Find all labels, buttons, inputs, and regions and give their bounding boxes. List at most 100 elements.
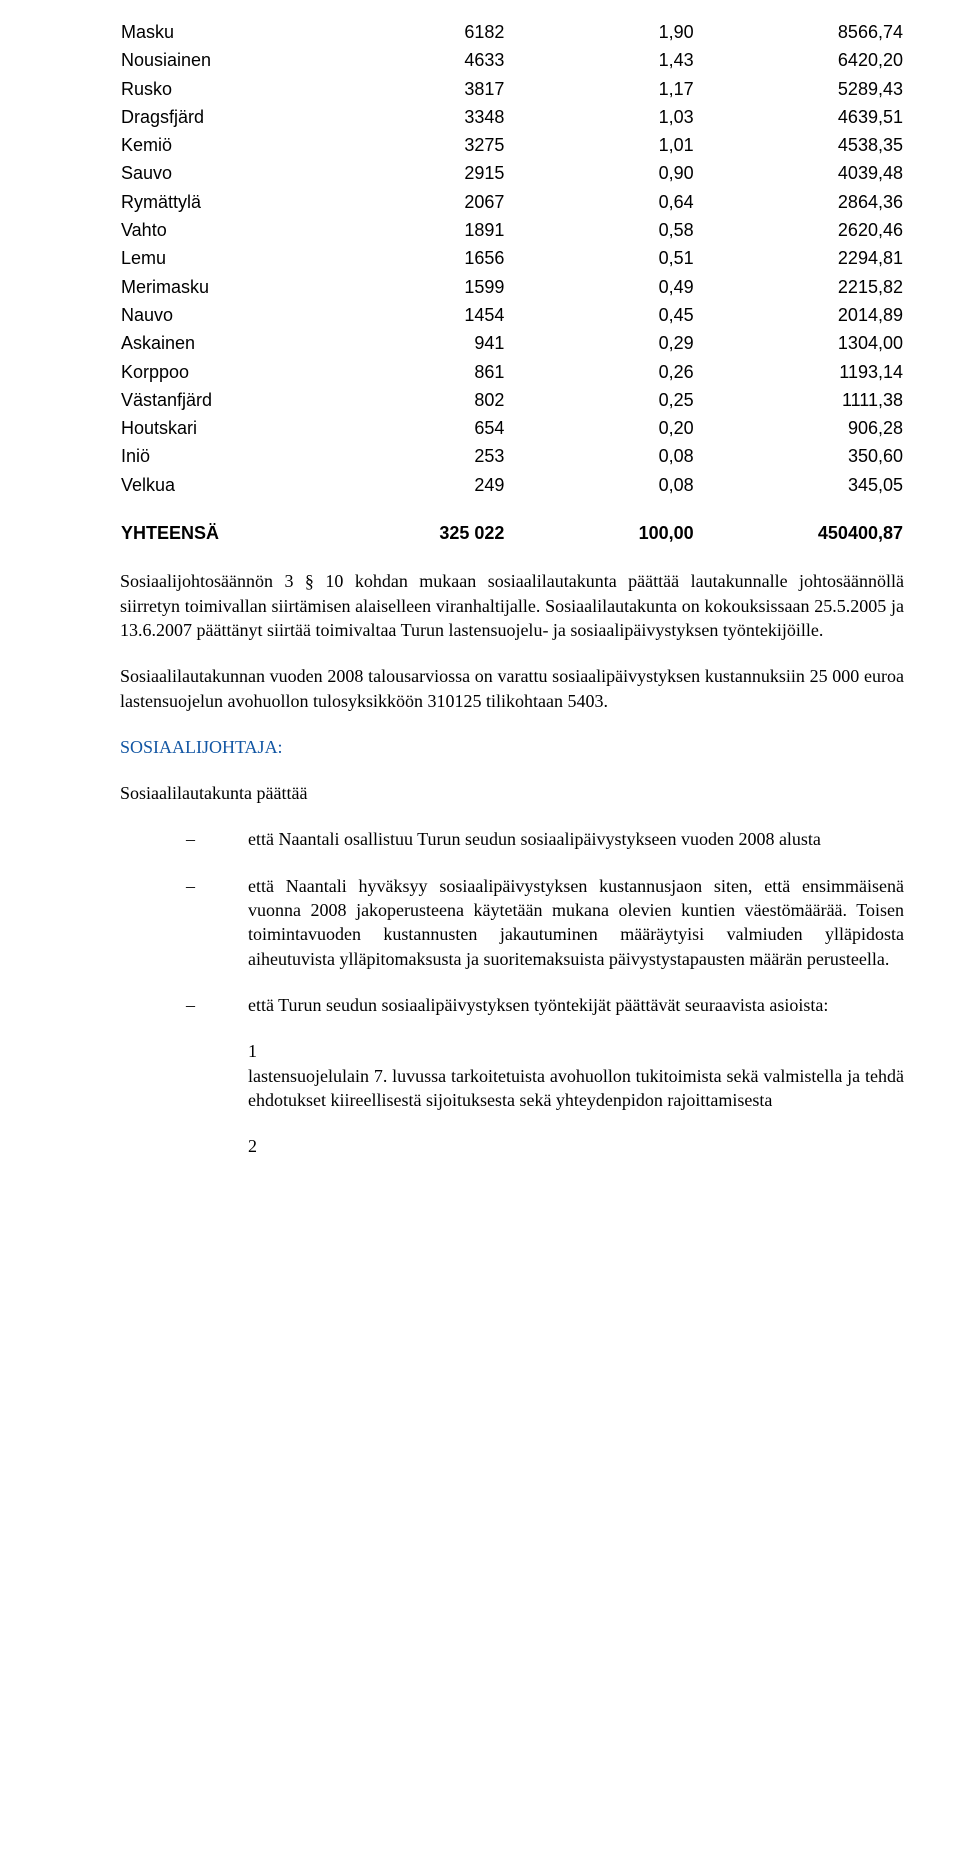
cell-name: Iniö [120,442,355,470]
cell-pct: 1,03 [514,103,703,131]
cell-pct: 0,90 [514,159,703,187]
cell-name: Velkua [120,471,355,499]
list-item: että Naantali osallistuu Turun seudun so… [248,827,904,851]
table-body: Masku61821,908566,74Nousiainen46331,4364… [120,18,904,547]
cell-pct: 1,17 [514,75,703,103]
numbered-block: 1lastensuojelulain 7. luvussa tarkoitetu… [248,1039,904,1158]
cell-name: Korppoo [120,358,355,386]
cell-amt: 1111,38 [704,386,904,414]
table-row: Houtskari6540,20906,28 [120,414,904,442]
cell-amt: 1193,14 [704,358,904,386]
table-row: Rusko38171,175289,43 [120,75,904,103]
paragraph-2: Sosiaalilautakunnan vuoden 2008 talousar… [120,664,904,713]
cell-pct: 0,45 [514,301,703,329]
cell-name: Vahto [120,216,355,244]
cell-name: Rymättylä [120,188,355,216]
page: Masku61821,908566,74Nousiainen46331,4364… [0,0,960,1198]
cell-pct: 0,29 [514,329,703,357]
table-row: Kemiö32751,014538,35 [120,131,904,159]
cell-name: Merimasku [120,273,355,301]
lead-sentence: Sosiaalilautakunta päättää [120,781,904,805]
cell-pct: 0,51 [514,244,703,272]
cell-amt: 350,60 [704,442,904,470]
cell-pct: 0,58 [514,216,703,244]
cell-name: Houtskari [120,414,355,442]
cell-pct: 1,01 [514,131,703,159]
cell-pop: 941 [355,329,514,357]
cell-pop: 1891 [355,216,514,244]
cell-name: YHTEENSÄ [120,499,355,547]
table-row: Velkua2490,08345,05 [120,471,904,499]
table-row: Lemu16560,512294,81 [120,244,904,272]
cell-pop: 802 [355,386,514,414]
table-row: Masku61821,908566,74 [120,18,904,46]
cell-amt: 6420,20 [704,46,904,74]
cell-name: Nousiainen [120,46,355,74]
cell-name: Kemiö [120,131,355,159]
numbered-item-number: 1 [248,1039,904,1063]
cell-amt: 5289,43 [704,75,904,103]
cell-amt: 4538,35 [704,131,904,159]
cell-amt: 4639,51 [704,103,904,131]
table-row: Merimasku15990,492215,82 [120,273,904,301]
cell-pop: 3348 [355,103,514,131]
cell-pct: 0,08 [514,442,703,470]
cell-pop: 253 [355,442,514,470]
cell-pop: 1454 [355,301,514,329]
table-total-row: YHTEENSÄ325 022100,00450400,87 [120,499,904,547]
role-heading: SOSIAALIJOHTAJA: [120,735,904,759]
cell-pop: 1656 [355,244,514,272]
cell-name: Lemu [120,244,355,272]
cell-amt: 1304,00 [704,329,904,357]
cell-pct: 0,64 [514,188,703,216]
cell-amt: 8566,74 [704,18,904,46]
cell-pct: 0,08 [514,471,703,499]
cell-pop: 861 [355,358,514,386]
cell-amt: 2215,82 [704,273,904,301]
table-row: Vahto18910,582620,46 [120,216,904,244]
table-row: Askainen9410,291304,00 [120,329,904,357]
cell-pop: 2067 [355,188,514,216]
cell-pct: 0,26 [514,358,703,386]
table-row: Rymättylä20670,642864,36 [120,188,904,216]
cell-pct: 0,20 [514,414,703,442]
numbered-item-number: 2 [248,1134,904,1158]
paragraph-1: Sosiaalijohtosäännön 3 § 10 kohdan mukaa… [120,569,904,642]
cell-amt: 2014,89 [704,301,904,329]
cell-pct: 0,25 [514,386,703,414]
cell-pop: 325 022 [355,499,514,547]
cell-pop: 6182 [355,18,514,46]
table-row: Västanfjärd8020,251111,38 [120,386,904,414]
cell-amt: 2620,46 [704,216,904,244]
cell-name: Sauvo [120,159,355,187]
cell-pop: 1599 [355,273,514,301]
cell-pct: 100,00 [514,499,703,547]
cell-pct: 1,43 [514,46,703,74]
table-row: Iniö2530,08350,60 [120,442,904,470]
cell-name: Askainen [120,329,355,357]
table-row: Nousiainen46331,436420,20 [120,46,904,74]
cell-name: Västanfjärd [120,386,355,414]
cell-amt: 345,05 [704,471,904,499]
table-row: Dragsfjärd33481,034639,51 [120,103,904,131]
cell-amt: 906,28 [704,414,904,442]
table-row: Korppoo8610,261193,14 [120,358,904,386]
cell-amt: 450400,87 [704,499,904,547]
cell-name: Nauvo [120,301,355,329]
cell-amt: 4039,48 [704,159,904,187]
cell-name: Dragsfjärd [120,103,355,131]
list-item: että Turun seudun sosiaalipäivystyksen t… [248,993,904,1017]
cell-pop: 3817 [355,75,514,103]
cell-pop: 249 [355,471,514,499]
table-row: Sauvo29150,904039,48 [120,159,904,187]
cell-name: Masku [120,18,355,46]
cell-pct: 0,49 [514,273,703,301]
municipality-table: Masku61821,908566,74Nousiainen46331,4364… [120,18,904,547]
cell-pop: 3275 [355,131,514,159]
cell-amt: 2864,36 [704,188,904,216]
decision-list: että Naantali osallistuu Turun seudun so… [120,827,904,1017]
cell-pop: 2915 [355,159,514,187]
numbered-item-text: lastensuojelulain 7. luvussa tarkoitetui… [248,1064,904,1113]
cell-amt: 2294,81 [704,244,904,272]
list-item: että Naantali hyväksyy sosiaalipäivystyk… [248,874,904,971]
